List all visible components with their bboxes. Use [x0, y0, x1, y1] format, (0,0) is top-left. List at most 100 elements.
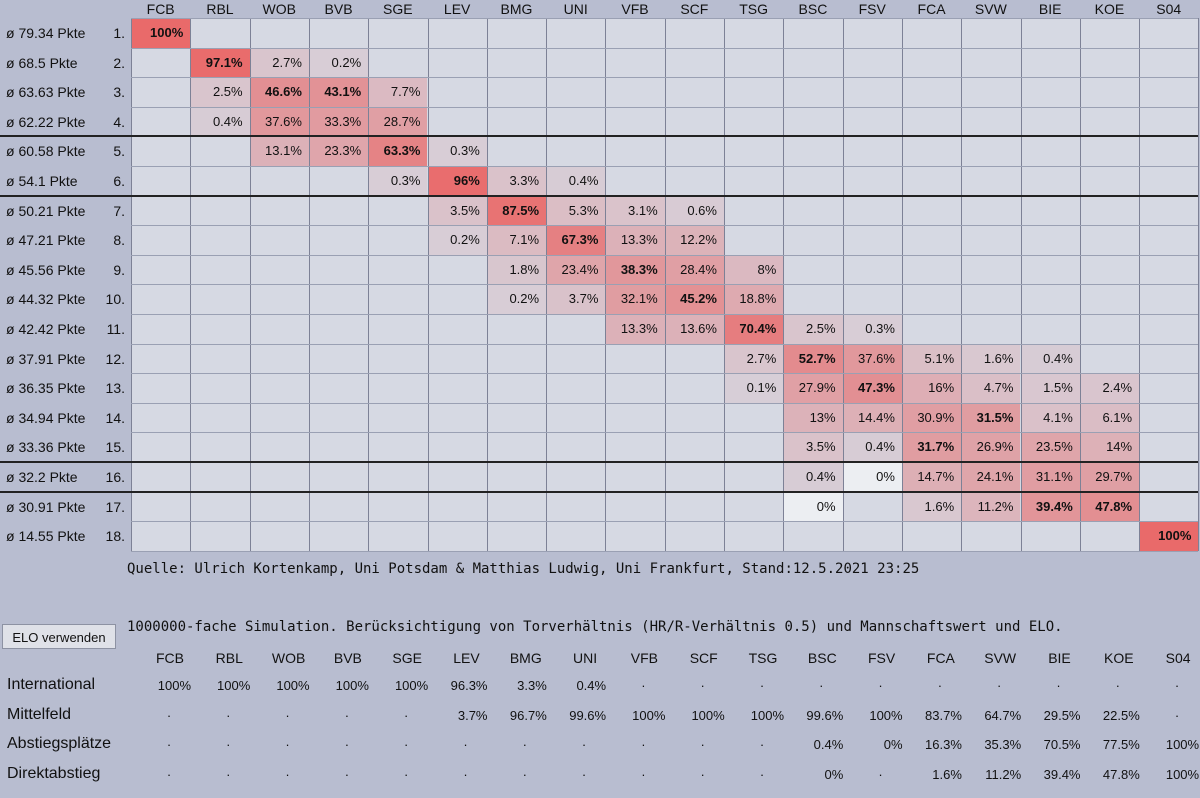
probability-cell: 6.1% [1079, 402, 1140, 433]
probability-cell: 0.4% [546, 166, 606, 196]
summary-header-fsv: FSV [867, 650, 896, 666]
summary-value: 22.5% [1102, 707, 1140, 723]
column-header-scf: SCF [680, 1, 709, 17]
column-header-fsv: FSV [858, 1, 886, 17]
summary-value: · [997, 678, 1002, 693]
probability-cell: 39.4% [1020, 491, 1080, 522]
probability-cell: 24.1% [961, 462, 1021, 492]
summary-value: · [285, 766, 290, 782]
grid-line [131, 106, 1199, 108]
probability-cell: 63.3% [368, 136, 428, 166]
probability-cell: 2.4% [1079, 373, 1140, 403]
probability-cell: 2.5% [190, 77, 250, 107]
probability-cell: 29.7% [1079, 462, 1140, 492]
summary-value: 0% [883, 737, 903, 752]
row-label: ø 33.36 Pkte [6, 439, 86, 456]
column-header-sge: SGE [383, 1, 413, 17]
probability-cell: 33.3% [308, 106, 369, 137]
elo-toggle-button[interactable]: ELO verwenden [2, 624, 116, 649]
probability-cell: 97.1% [190, 47, 250, 78]
row-label: ø 79.34 Pkte [6, 25, 86, 41]
summary-value: 100% [394, 678, 429, 693]
probability-cell: 14.7% [901, 462, 962, 492]
summary-row-label: Direktabstieg [7, 764, 101, 782]
summary-value: 47.8% [1102, 766, 1140, 782]
row-label: ø 34.94 Pkte [6, 409, 86, 426]
summary-value: · [522, 737, 527, 752]
summary-value: 64.7% [984, 707, 1022, 723]
probability-cell: 1.6% [961, 343, 1021, 374]
grid-line [131, 432, 1199, 434]
column-header-wob: WOB [262, 1, 296, 17]
summary-value: · [819, 678, 824, 693]
summary-value: · [641, 678, 646, 693]
simulation-note: 1000000-fache Simulation. Berücksichtigu… [127, 619, 1063, 635]
summary-value: 99.6% [569, 707, 607, 723]
rank-label: 18. [105, 528, 125, 545]
summary-value: · [700, 678, 705, 693]
summary-value: · [1056, 678, 1061, 693]
grid-line [131, 550, 1199, 552]
probability-cell: 13.3% [605, 225, 665, 255]
grid-line [131, 254, 1199, 256]
summary-row-label: Abstiegsplätze [7, 735, 112, 752]
row-label: ø 60.58 Pkte [6, 143, 86, 160]
probability-cell: 5.3% [546, 195, 606, 226]
summary-header-bie: BIE [1048, 650, 1071, 666]
probability-cell: 3.5% [783, 432, 843, 462]
probability-cell: 13.6% [664, 314, 724, 344]
summary-header-rbl: RBL [215, 650, 243, 666]
probability-cell: 30.9% [901, 402, 962, 433]
column-header-lev: LEV [443, 1, 471, 17]
rank-label: 2. [113, 54, 125, 71]
summary-value: · [463, 737, 468, 752]
summary-value: · [404, 737, 409, 752]
summary-header-sge: SGE [392, 650, 422, 666]
grid-line [1198, 18, 1200, 551]
summary-value: 100% [750, 707, 784, 723]
row-label: ø 14.55 Pkte [6, 528, 86, 545]
probability-cell: 2.7% [249, 47, 309, 78]
row-label: ø 44.32 Pkte [6, 291, 86, 308]
probability-cell: 28.7% [368, 106, 428, 137]
summary-header-bvb: BVB [333, 650, 362, 666]
summary-value: · [404, 766, 409, 782]
source-line: Quelle: Ulrich Kortenkamp, Uni Potsdam &… [127, 561, 920, 577]
probability-cell: 1.6% [901, 491, 962, 522]
rank-label: 14. [105, 409, 125, 426]
summary-value: 100% [335, 678, 369, 693]
summary-value: 0.4% [576, 678, 607, 693]
column-header-svw: SVW [974, 1, 1007, 17]
probability-cell: 0.3% [427, 136, 487, 166]
summary-value: · [463, 766, 468, 782]
summary-value: 0% [824, 766, 844, 782]
summary-value: 100% [217, 678, 251, 693]
summary-value: 29.5% [1043, 707, 1081, 723]
row-label: ø 30.91 Pkte [6, 498, 86, 515]
rank-label: 3. [113, 84, 125, 101]
summary-value: · [285, 737, 290, 752]
summary-value: 100% [632, 707, 666, 723]
rank-label: 7. [113, 202, 125, 219]
probability-cell: 32.1% [605, 284, 665, 314]
summary-value: · [1115, 678, 1120, 693]
probability-cell: 7.1% [486, 225, 547, 255]
probability-cell: 0.1% [724, 373, 784, 403]
summary-value: 99.6% [806, 707, 844, 723]
probability-cell: 31.1% [1020, 462, 1080, 492]
grid-line [131, 18, 1199, 19]
summary-value: · [759, 766, 765, 782]
summary-header-s04: S04 [1165, 650, 1191, 666]
row-label: ø 37.91 Pkte [6, 350, 86, 367]
probability-cell: 52.7% [783, 343, 843, 374]
column-header-fcb: FCB [146, 1, 175, 17]
summary-value: · [344, 707, 350, 723]
zone-separator [0, 135, 1199, 138]
summary-value: 3.7% [457, 707, 488, 723]
grid-line [131, 373, 1199, 375]
row-label: ø 32.2 Pkte [6, 469, 78, 485]
rank-label: 4. [113, 113, 125, 130]
column-header-fca: FCA [917, 1, 946, 17]
column-header-koe: KOE [1094, 1, 1125, 17]
probability-cell: 70.4% [724, 314, 784, 344]
